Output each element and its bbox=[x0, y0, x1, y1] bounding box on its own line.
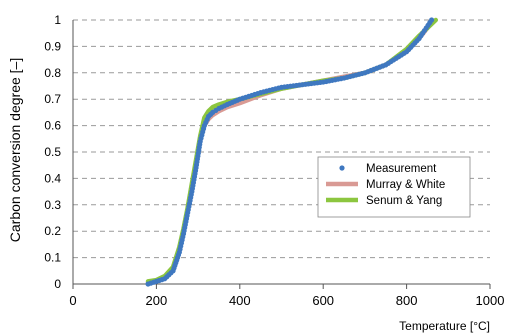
x-tick-labels: 0 200 400 600 800 1000 bbox=[69, 293, 504, 308]
legend: Measurement Murray & White Senum & Yang bbox=[317, 156, 471, 218]
y-tick-label: 0.2 bbox=[44, 224, 61, 238]
legend-label-measurement: Measurement bbox=[366, 163, 437, 175]
x-axis-label: Temperature [°C] bbox=[399, 319, 490, 333]
y-tick-label: 0.8 bbox=[44, 66, 61, 80]
x-tick-label: 200 bbox=[146, 293, 168, 308]
y-tick-label: 0.3 bbox=[44, 198, 61, 212]
axes bbox=[72, 20, 491, 289]
x-tick-label: 800 bbox=[396, 293, 418, 308]
y-tick-labels: 0 0.1 0.2 0.3 0.4 0.5 0.6 0.7 0.8 0.9 1 bbox=[44, 13, 61, 291]
y-tick-label: 0.7 bbox=[44, 92, 61, 106]
y-tick-label: 0.9 bbox=[44, 39, 61, 53]
y-tick-label: 0.6 bbox=[44, 119, 61, 133]
x-tick-label: 400 bbox=[229, 293, 251, 308]
y-tick-label: 0.4 bbox=[44, 171, 61, 185]
series-layer bbox=[145, 17, 439, 287]
x-tick-label: 600 bbox=[312, 293, 334, 308]
y-tick-label: 0 bbox=[54, 277, 61, 291]
legend-marker-measurement bbox=[339, 165, 345, 171]
legend-label-murray-white: Murray & White bbox=[366, 179, 445, 191]
x-tick-label: 1000 bbox=[476, 293, 505, 308]
y-tick-label: 1 bbox=[54, 13, 61, 27]
grid-lines bbox=[73, 19, 490, 259]
legend-label-senum-yang: Senum & Yang bbox=[366, 195, 442, 207]
x-tick-label: 0 bbox=[69, 293, 76, 308]
y-tick-label: 0.1 bbox=[44, 251, 61, 265]
y-axis-label: Carbon conversion degree [–] bbox=[7, 58, 23, 242]
y-tick-label: 0.5 bbox=[44, 145, 61, 159]
data-point-measurement bbox=[429, 17, 435, 23]
